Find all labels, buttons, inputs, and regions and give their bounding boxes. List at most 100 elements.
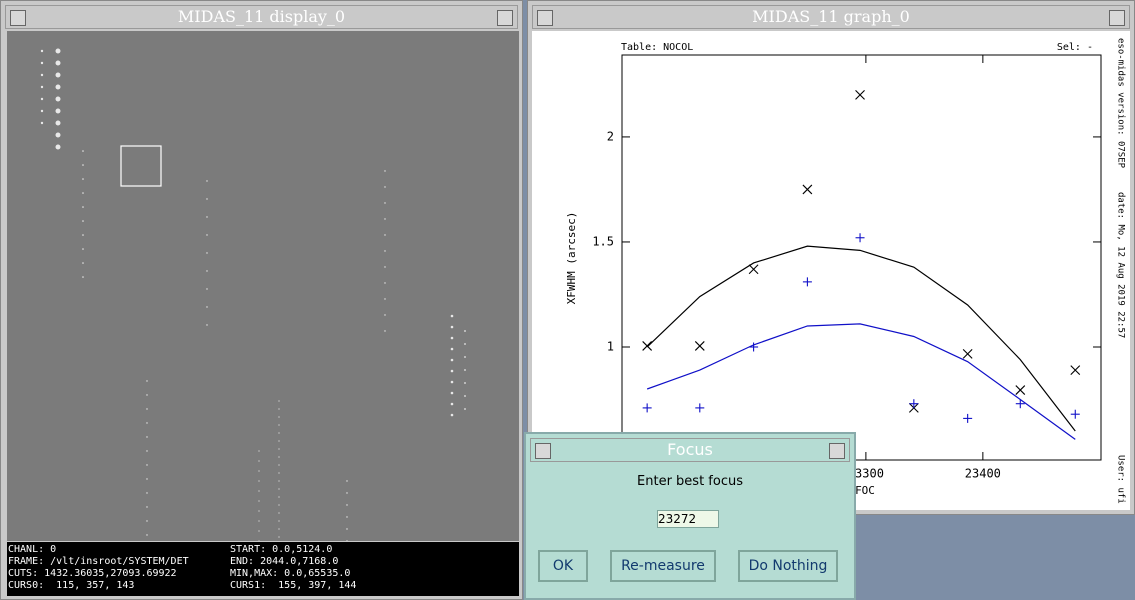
star	[55, 120, 61, 126]
star	[450, 336, 454, 340]
star	[55, 48, 61, 54]
star	[206, 216, 208, 218]
star	[206, 288, 208, 290]
star	[146, 506, 148, 508]
marker-stroke	[802, 184, 813, 195]
star	[464, 356, 466, 358]
star	[55, 72, 61, 78]
menu-button[interactable]	[535, 443, 551, 459]
star	[206, 234, 208, 236]
star	[384, 234, 386, 236]
star	[384, 186, 386, 188]
y-axis-label: XFWHM (arcsec)	[565, 212, 578, 305]
y-tick-label: 1	[607, 339, 614, 353]
star	[206, 180, 208, 182]
star	[258, 480, 260, 482]
fit-line	[646, 323, 1076, 440]
sel-label: Sel: -	[1057, 42, 1093, 53]
image-display	[7, 31, 519, 541]
maximize-button[interactable]	[497, 10, 513, 26]
x-tick-label: 23300	[848, 467, 884, 481]
info-cuts: CUTS: 1432.36035,27093.69922	[8, 568, 177, 579]
star	[278, 488, 280, 490]
ok-button[interactable]: OK	[538, 550, 588, 582]
star	[278, 432, 280, 434]
marker	[642, 341, 653, 351]
star	[40, 61, 44, 65]
star	[146, 450, 148, 452]
marker	[855, 233, 865, 243]
star	[146, 520, 148, 522]
menu-button[interactable]	[10, 10, 26, 26]
star	[40, 109, 44, 113]
star	[278, 528, 280, 530]
star	[82, 262, 84, 264]
star	[40, 85, 44, 89]
marker	[749, 342, 759, 352]
star	[464, 395, 466, 397]
star	[40, 49, 44, 53]
marker	[802, 184, 813, 195]
star	[278, 464, 280, 466]
title-bar: MIDAS_11 graph_0	[532, 5, 1130, 29]
info-curs0: CURS0: 115, 357, 143	[8, 580, 135, 591]
star	[55, 132, 61, 138]
star	[146, 394, 148, 396]
title-bar: MIDAS_11 display_0	[5, 5, 518, 29]
maximize-button[interactable]	[1109, 10, 1125, 26]
star	[258, 490, 260, 492]
star	[82, 192, 84, 194]
star	[384, 202, 386, 204]
star	[278, 504, 280, 506]
star	[346, 492, 348, 494]
marker-stroke	[962, 349, 973, 359]
info-curs1: CURS1: 155, 397, 144	[230, 580, 357, 591]
maximize-button[interactable]	[829, 443, 845, 459]
star	[258, 470, 260, 472]
star	[55, 84, 61, 90]
star	[346, 480, 348, 482]
star	[146, 492, 148, 494]
date-label: date: Mo, 12 Aug 2019 22:57	[1116, 192, 1126, 338]
y-tick-label: 2	[607, 129, 614, 143]
star	[82, 164, 84, 166]
info-start: START: 0.0,5124.0	[230, 544, 333, 555]
star	[258, 450, 260, 452]
image	[7, 31, 519, 541]
star	[278, 440, 280, 442]
star	[450, 325, 454, 329]
star	[346, 516, 348, 518]
info-frame: FRAME: /vlt/insroot/SYSTEM/DET	[8, 556, 189, 567]
star	[258, 460, 260, 462]
window-title: MIDAS_11 graph_0	[752, 7, 910, 26]
menu-button[interactable]	[537, 10, 553, 26]
star	[206, 324, 208, 326]
star	[146, 408, 148, 410]
x-axis-label: FOC	[855, 484, 875, 497]
star	[55, 60, 61, 66]
remeasure-button[interactable]: Re-measure	[610, 550, 716, 582]
dialog-title: Focus	[667, 440, 713, 459]
display-window: MIDAS_11 display_0 CHANL: 0 FRAME: /vlt/…	[0, 0, 523, 600]
star	[206, 198, 208, 200]
star	[40, 97, 44, 101]
star	[450, 369, 454, 373]
table-label: Table: NOCOL	[621, 42, 693, 53]
do-nothing-button[interactable]: Do Nothing	[738, 550, 838, 582]
star	[346, 540, 348, 541]
star	[346, 528, 348, 530]
fit-line	[646, 245, 1076, 432]
marker	[802, 277, 812, 287]
y-tick-label: 1.5	[592, 234, 614, 248]
marker	[642, 403, 652, 413]
marker	[694, 341, 705, 351]
focus-input[interactable]: 23272	[657, 510, 719, 528]
star	[146, 422, 148, 424]
info-end: END: 2044.0,7168.0	[230, 556, 339, 567]
star	[384, 314, 386, 316]
star	[258, 510, 260, 512]
star	[55, 144, 61, 150]
star	[146, 436, 148, 438]
star	[450, 413, 454, 417]
star	[55, 96, 61, 102]
